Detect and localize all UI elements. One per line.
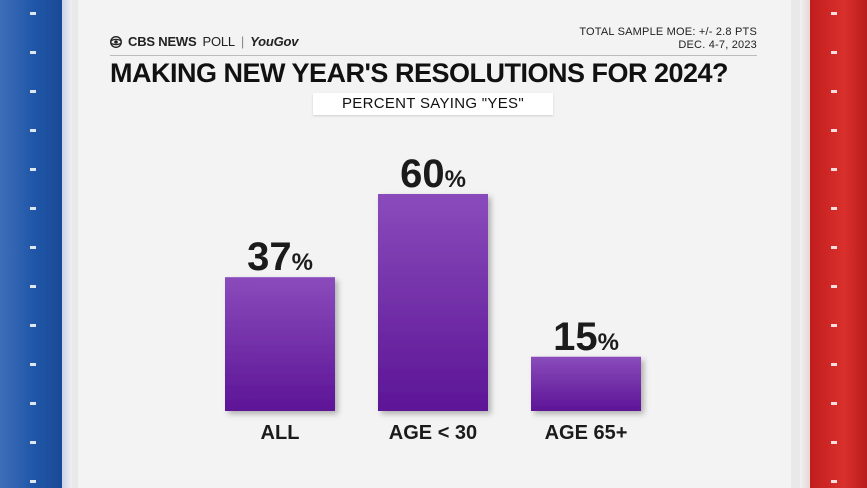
cbs-eye-icon [110, 35, 122, 48]
left-blue-band [0, 0, 62, 488]
band-tick [30, 12, 36, 15]
band-tick [30, 324, 36, 327]
bar-1 [378, 194, 488, 411]
band-tick [831, 246, 837, 249]
band-tick [831, 12, 837, 15]
data-label-2: 15% [553, 315, 619, 359]
left-band-edge [62, 0, 72, 488]
band-tick [831, 51, 837, 54]
band-tick [831, 90, 837, 93]
data-label-1: 60% [400, 152, 466, 196]
band-tick [30, 402, 36, 405]
band-tick [831, 363, 837, 366]
band-tick [831, 207, 837, 210]
band-tick [30, 90, 36, 93]
band-tick [831, 402, 837, 405]
category-label-1: AGE < 30 [389, 422, 477, 444]
data-label-value: 60 [400, 152, 445, 196]
band-tick [30, 480, 36, 483]
data-label-value: 15 [553, 315, 598, 359]
band-tick [30, 441, 36, 444]
margin-of-error: TOTAL SAMPLE MOE: +/- 2.8 PTS DEC. 4-7, … [579, 26, 757, 52]
band-tick [30, 129, 36, 132]
brand-network: CBS NEWS [128, 34, 197, 49]
chart-title: MAKING NEW YEAR'S RESOLUTIONS FOR 2024? [110, 58, 729, 88]
left-band-ticks [30, 0, 36, 488]
bar-2 [531, 356, 641, 411]
brand-separator: | [240, 34, 245, 49]
band-tick [30, 246, 36, 249]
right-red-band [810, 0, 867, 488]
band-tick [30, 285, 36, 288]
category-label-0: ALL [261, 422, 300, 444]
band-tick [831, 441, 837, 444]
data-label-suffix: % [445, 166, 466, 193]
brand-partner: YouGov [250, 34, 299, 49]
band-tick [30, 168, 36, 171]
band-tick [831, 480, 837, 483]
band-tick [831, 129, 837, 132]
band-tick [831, 285, 837, 288]
data-label-suffix: % [598, 329, 619, 356]
right-band-ticks [831, 0, 837, 488]
moe-line-2: DEC. 4-7, 2023 [678, 39, 757, 51]
band-tick [831, 168, 837, 171]
band-tick [30, 207, 36, 210]
data-label-value: 37 [247, 235, 292, 279]
band-tick [831, 324, 837, 327]
brand-poll: POLL [202, 34, 235, 49]
bar-0 [225, 277, 335, 411]
data-label-0: 37% [247, 235, 313, 279]
right-band-edge [800, 0, 810, 488]
chart-subtitle: PERCENT SAYING "YES" [313, 93, 553, 115]
band-tick [30, 51, 36, 54]
moe-line-1: TOTAL SAMPLE MOE: +/- 2.8 PTS [579, 26, 757, 38]
brand-logo: CBS NEWS POLL | YouGov [110, 34, 298, 49]
band-tick [30, 363, 36, 366]
data-label-suffix: % [292, 249, 313, 276]
category-label-2: AGE 65+ [545, 422, 628, 444]
header-rule [110, 55, 757, 56]
